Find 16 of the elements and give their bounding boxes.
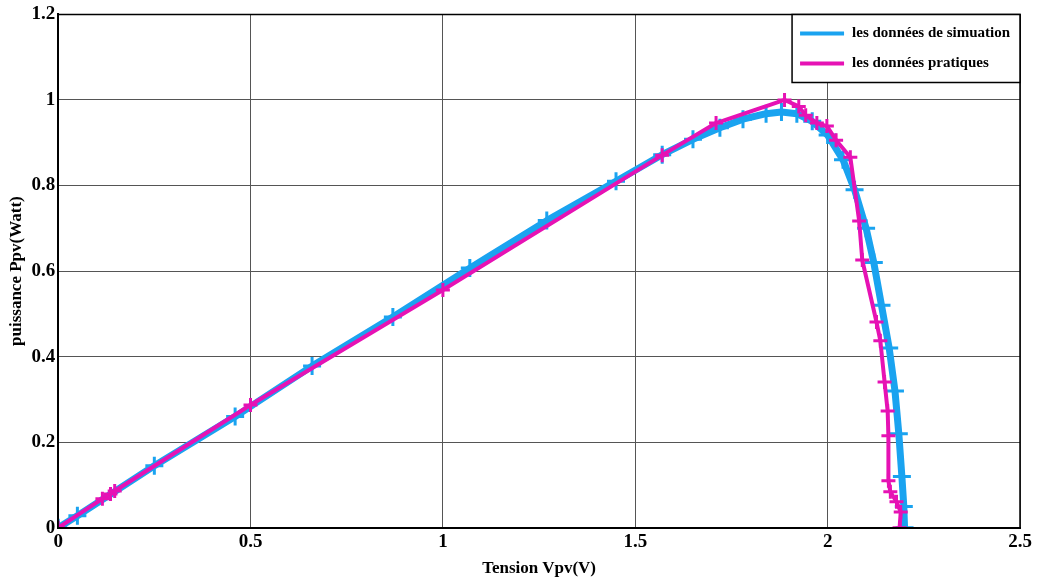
y-tick-label: 0.2 [31, 430, 56, 452]
x-tick-label: 2 [822, 530, 833, 552]
legend-label: les données pratiques [852, 54, 989, 71]
y-tick-label: 1 [45, 87, 56, 109]
x-tick-label: 0.5 [238, 530, 263, 552]
y-tick-label: 0.6 [31, 259, 56, 281]
y-axis-title: puissance Ppv(Watt) [5, 196, 25, 346]
x-axis-title: Tension Vpv(V) [482, 558, 596, 578]
x-tick-label: 1 [438, 530, 448, 552]
y-tick-label: 0.8 [31, 173, 56, 195]
x-tick-label: 1.5 [623, 530, 648, 552]
y-tick-label: 0 [45, 515, 56, 537]
legend-label: les données de simuation [852, 24, 1011, 41]
y-tick-label: 1.2 [31, 2, 56, 24]
x-tick-label: 2.5 [1008, 530, 1032, 552]
y-tick-label: 0.4 [31, 344, 56, 366]
